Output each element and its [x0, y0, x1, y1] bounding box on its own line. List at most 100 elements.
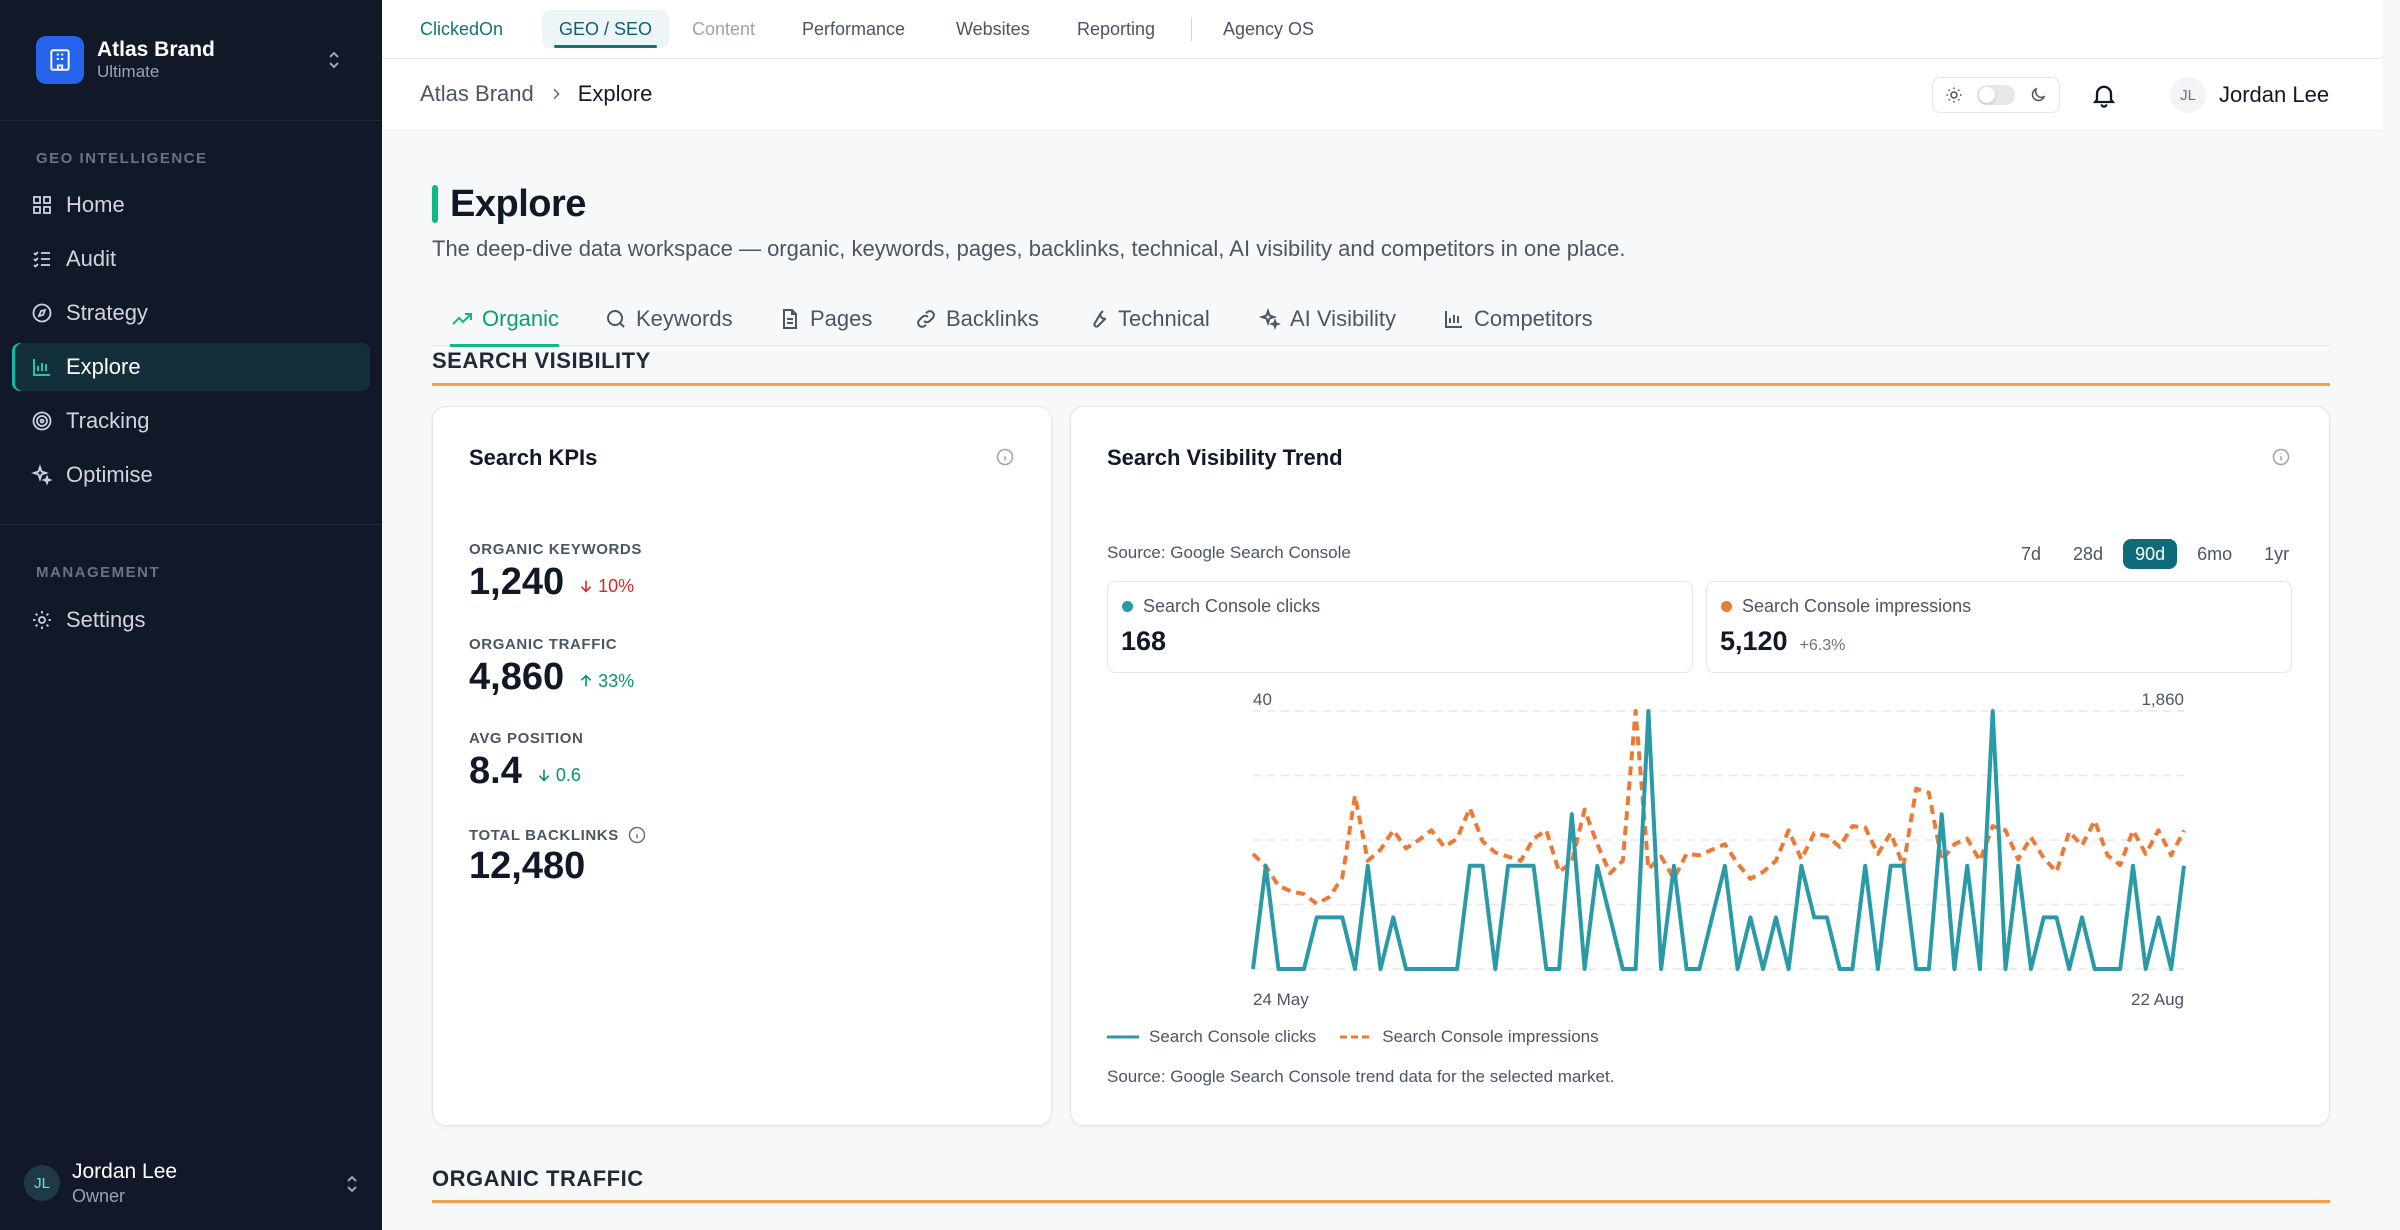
section-title-search-visibility: SEARCH VISIBILITY: [432, 348, 651, 373]
top-nav: ClickedOn GEO / SEO Content Performance …: [382, 0, 2382, 59]
tab-label: Competitors: [1474, 306, 1593, 331]
grid-icon: [33, 196, 51, 214]
card-title: Search Visibility Trend: [1107, 445, 1343, 470]
metric-value-text: 168: [1121, 626, 1167, 656]
user-name: Jordan Lee: [2219, 82, 2330, 107]
theme-toggle[interactable]: [1932, 77, 2060, 113]
kpi-delta: 10%: [578, 576, 634, 597]
kpi-total-backlinks: 12,480: [469, 845, 585, 888]
tab-technical[interactable]: Technical: [1086, 292, 1210, 346]
legend-label: Search Console impressions: [1382, 1027, 1599, 1046]
tab-ai-visibility[interactable]: AI Visibility: [1258, 292, 1396, 346]
kpi-value: 12,480: [469, 845, 586, 887]
info-icon[interactable]: [2271, 447, 2291, 467]
sidebar-item-label: Tracking: [66, 408, 150, 433]
explore-tabs: Organic Keywords Pages Backlinks Technic…: [432, 292, 2330, 347]
sidebar-item-label: Home: [66, 192, 125, 217]
sidebar-item-label: Explore: [66, 354, 141, 379]
brand-switcher[interactable]: Atlas Brand Ultimate: [36, 36, 346, 84]
topnav-content[interactable]: Content: [692, 18, 756, 39]
kpi-delta: 33%: [578, 671, 634, 692]
metric-value: 168: [1121, 626, 1166, 657]
header-user-menu[interactable]: JL Jordan Lee: [2170, 77, 2329, 113]
sidebar: Atlas Brand Ultimate GEO INTELLIGENCE Ho…: [0, 0, 382, 1230]
legend-dot: [1122, 601, 1133, 612]
tab-backlinks[interactable]: Backlinks: [914, 292, 1039, 346]
chevron-updown-icon[interactable]: [340, 1172, 364, 1196]
sidebar-user-menu[interactable]: JL Jordan Lee Owner: [24, 1152, 364, 1214]
arrow-down-icon: [580, 580, 592, 593]
x-axis-end-label: 22 Aug: [2131, 990, 2184, 1009]
trending-up-icon: [452, 313, 472, 325]
breadcrumb-current: Explore: [577, 81, 653, 106]
legend-dot: [1721, 601, 1732, 612]
section-label-geo: GEO INTELLIGENCE: [36, 150, 208, 167]
tab-keywords[interactable]: Keywords: [604, 292, 733, 346]
info-icon[interactable]: [995, 447, 1015, 467]
sidebar-item-settings[interactable]: Settings: [12, 596, 370, 644]
chart-source: Source: Google Search Console: [1107, 543, 1351, 562]
clicks-summary: Search Console clicks 168: [1107, 581, 1693, 673]
sidebar-item-optimise[interactable]: Optimise: [12, 451, 370, 499]
arrow-down-icon: [538, 769, 550, 782]
sun-icon: [1946, 87, 1962, 103]
range-6mo[interactable]: 6mo: [2197, 543, 2233, 564]
building-icon: [36, 36, 84, 84]
divider: [0, 524, 382, 525]
sidebar-item-label: Settings: [66, 607, 146, 632]
tab-label: Organic: [482, 306, 560, 331]
range-1yr[interactable]: 1yr: [2264, 543, 2290, 564]
bar-chart-icon: [33, 359, 50, 376]
legend-line-dashed: [1340, 1035, 1373, 1039]
topnav-agency-os[interactable]: Agency OS: [1223, 18, 1315, 39]
divider: [0, 120, 382, 121]
sidebar-item-label: Strategy: [66, 300, 148, 325]
brand-plan: Ultimate: [97, 62, 160, 81]
sidebar-item-tracking[interactable]: Tracking: [12, 397, 370, 445]
tab-label: Backlinks: [946, 306, 1039, 331]
range-28d[interactable]: 28d: [2073, 543, 2104, 564]
sidebar-item-home[interactable]: Home: [12, 181, 370, 229]
tab-organic[interactable]: Organic: [450, 292, 560, 347]
search-kpis-card: Search KPIs ORGANIC KEYWORDS 1,240 10% O…: [432, 406, 1052, 1126]
metric-label-text: Search Console impressions: [1742, 596, 1972, 616]
sidebar-item-label: Optimise: [66, 462, 153, 487]
theme-switch[interactable]: [1977, 85, 2015, 105]
kpi-label-total-backlinks: TOTAL BACKLINKS: [469, 825, 647, 845]
topnav-geo-seo[interactable]: GEO / SEO: [542, 10, 670, 48]
sparkles-icon: [1258, 307, 1281, 330]
card-title: Search KPIs: [469, 445, 598, 470]
tab-label: Technical: [1118, 306, 1210, 331]
bar-chart-icon: [1445, 311, 1462, 328]
range-7d[interactable]: 7d: [2021, 543, 2042, 564]
user-name: Jordan Lee: [72, 1160, 178, 1183]
moon-icon: [2031, 87, 2046, 102]
kpi-label: ORGANIC TRAFFIC: [469, 636, 618, 653]
sidebar-item-strategy[interactable]: Strategy: [12, 289, 370, 337]
breadcrumb: Atlas Brand Explore: [420, 81, 652, 107]
breadcrumb-item[interactable]: Atlas Brand: [420, 81, 534, 106]
tab-competitors[interactable]: Competitors: [1442, 292, 1593, 346]
topnav-clickedon[interactable]: ClickedOn: [420, 18, 504, 39]
metric-value-text: 5,120: [1720, 626, 1788, 656]
arrow-up-icon: [580, 674, 592, 687]
kpi-delta-value: 10%: [598, 575, 635, 596]
topnav-reporting[interactable]: Reporting: [1077, 18, 1156, 39]
sidebar-item-audit[interactable]: Audit: [12, 235, 370, 283]
series-line-impressions: [1251, 709, 2186, 906]
target-icon: [32, 411, 52, 431]
topnav-performance[interactable]: Performance: [802, 18, 906, 39]
tab-pages[interactable]: Pages: [778, 292, 872, 346]
kpi-label-text: TOTAL BACKLINKS: [469, 826, 619, 844]
user-role: Owner: [72, 1186, 126, 1206]
bell-icon[interactable]: [2090, 81, 2118, 109]
gear-icon: [33, 611, 51, 629]
topnav-websites[interactable]: Websites: [956, 18, 1030, 39]
kpi-avg-position: 8.4 0.6: [469, 750, 581, 793]
chevron-updown-icon[interactable]: [322, 48, 346, 72]
info-icon[interactable]: [627, 825, 647, 845]
sidebar-item-explore[interactable]: Explore: [12, 343, 370, 391]
sidebar-item-label: Audit: [66, 246, 117, 271]
range-90d[interactable]: 90d: [2123, 539, 2178, 569]
sparkles-icon: [31, 464, 53, 486]
